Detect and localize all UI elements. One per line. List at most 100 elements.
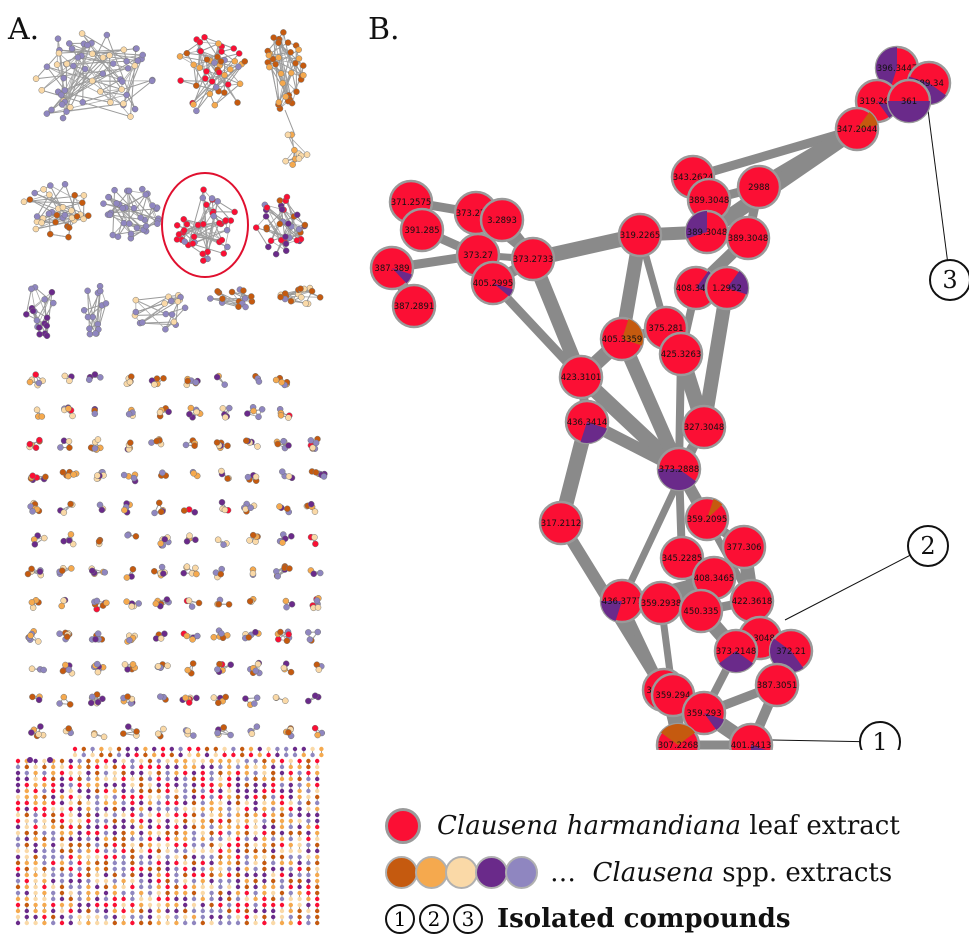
small-cluster	[214, 596, 233, 608]
small-cluster	[95, 536, 104, 548]
node-pie-slice	[493, 283, 513, 297]
legend-num-3: 3	[453, 904, 483, 934]
node-label: 389.3048	[687, 228, 728, 238]
small-cluster	[30, 532, 48, 548]
network-cluster-5	[100, 185, 162, 242]
node-pair-row	[15, 854, 320, 866]
network-node	[728, 722, 774, 750]
node-label: 405.2995	[473, 279, 514, 289]
node-pie-slice	[658, 469, 696, 490]
small-cluster	[307, 435, 321, 452]
node-label: 375.281	[648, 324, 683, 334]
small-cluster	[123, 373, 135, 388]
legend-num-1: 1	[385, 904, 415, 934]
small-cluster	[156, 405, 172, 420]
node-label: 425.3263	[661, 350, 702, 360]
small-cluster	[91, 597, 110, 613]
node-label: 347.2044	[837, 125, 878, 135]
small-cluster	[214, 660, 234, 676]
small-cluster	[28, 665, 47, 674]
small-cluster	[28, 723, 47, 740]
node-pair-row	[72, 746, 324, 758]
node-label: 387.389	[374, 264, 409, 274]
small-cluster	[59, 468, 80, 480]
node-label: 391.285	[404, 226, 439, 236]
node-pair-row	[15, 914, 320, 926]
node-label: 373.2731	[456, 209, 497, 219]
small-cluster	[182, 437, 199, 449]
node-label: 359.2938	[641, 599, 682, 609]
small-cluster	[26, 371, 46, 389]
small-cluster	[123, 598, 142, 610]
small-cluster	[151, 499, 167, 517]
node-pie-slice	[622, 319, 643, 346]
node-label: 359.2095	[687, 515, 728, 525]
small-cluster	[213, 439, 231, 452]
small-cluster	[120, 693, 136, 707]
small-cluster	[276, 405, 293, 421]
small-cluster	[28, 597, 42, 611]
small-cluster	[62, 725, 74, 737]
network-cluster-8	[23, 284, 57, 340]
node-label: 307.2268	[658, 741, 699, 750]
node-pie-slice	[707, 499, 723, 519]
small-cluster	[243, 437, 261, 450]
small-cluster	[57, 437, 73, 451]
small-cluster	[124, 531, 140, 540]
small-cluster	[90, 660, 107, 676]
node-pair-row	[15, 806, 320, 818]
node-pair-row	[15, 878, 320, 890]
node-label: 373.2148	[716, 647, 757, 657]
small-cluster	[152, 630, 168, 642]
small-cluster	[307, 533, 319, 548]
node-pair-row	[15, 890, 320, 902]
node-label: 396.3447	[877, 64, 918, 74]
node-label: 436.3414	[567, 418, 608, 428]
legend-num-2: 2	[419, 904, 449, 934]
panel-a-label: A.	[8, 12, 40, 47]
small-cluster	[282, 597, 296, 611]
network-node	[558, 354, 604, 400]
node-pie-slice	[686, 211, 707, 239]
legend-row-spp: … Clausena spp. extracts	[385, 856, 892, 889]
small-cluster	[274, 628, 293, 645]
network-node	[736, 164, 782, 210]
network-edge	[697, 281, 734, 434]
node-label: 389.3048	[689, 196, 730, 206]
small-cluster	[123, 566, 137, 581]
small-cluster	[180, 563, 200, 578]
legend-swatch-spp-2	[415, 856, 448, 889]
node-pie-slice	[601, 601, 622, 621]
legend-spp-prefix: …	[550, 857, 576, 888]
small-cluster	[307, 567, 324, 578]
small-cluster	[212, 565, 225, 581]
node-label: 405.3359	[602, 335, 643, 345]
legend-isolated-label: Isolated compounds	[497, 904, 791, 934]
node-label: 359.294	[655, 691, 690, 701]
small-cluster	[59, 661, 76, 677]
small-cluster	[180, 506, 199, 516]
legend-swatch-spp-5	[505, 856, 538, 889]
node-label: 317.2112	[541, 519, 582, 529]
small-cluster	[27, 499, 43, 515]
small-cluster	[184, 660, 197, 677]
network-edge	[573, 369, 687, 477]
small-cluster	[58, 596, 69, 610]
network-node	[721, 524, 767, 570]
small-cluster	[180, 630, 201, 643]
small-cluster	[213, 372, 228, 388]
svg-text:1: 1	[872, 728, 887, 750]
network-cluster-3a	[264, 29, 307, 112]
small-cluster	[182, 727, 197, 739]
small-cluster	[308, 468, 328, 480]
panel-b-label: B.	[368, 12, 400, 47]
node-pair-row	[15, 782, 320, 794]
node-label: 319.264	[859, 97, 894, 107]
small-cluster	[25, 628, 42, 645]
network-cluster-7	[252, 193, 309, 258]
node-label: 1.2952	[712, 284, 742, 294]
molecular-network-overview	[15, 29, 328, 926]
small-cluster	[88, 565, 109, 578]
node-pie-slice	[580, 422, 607, 443]
small-cluster	[87, 691, 106, 707]
